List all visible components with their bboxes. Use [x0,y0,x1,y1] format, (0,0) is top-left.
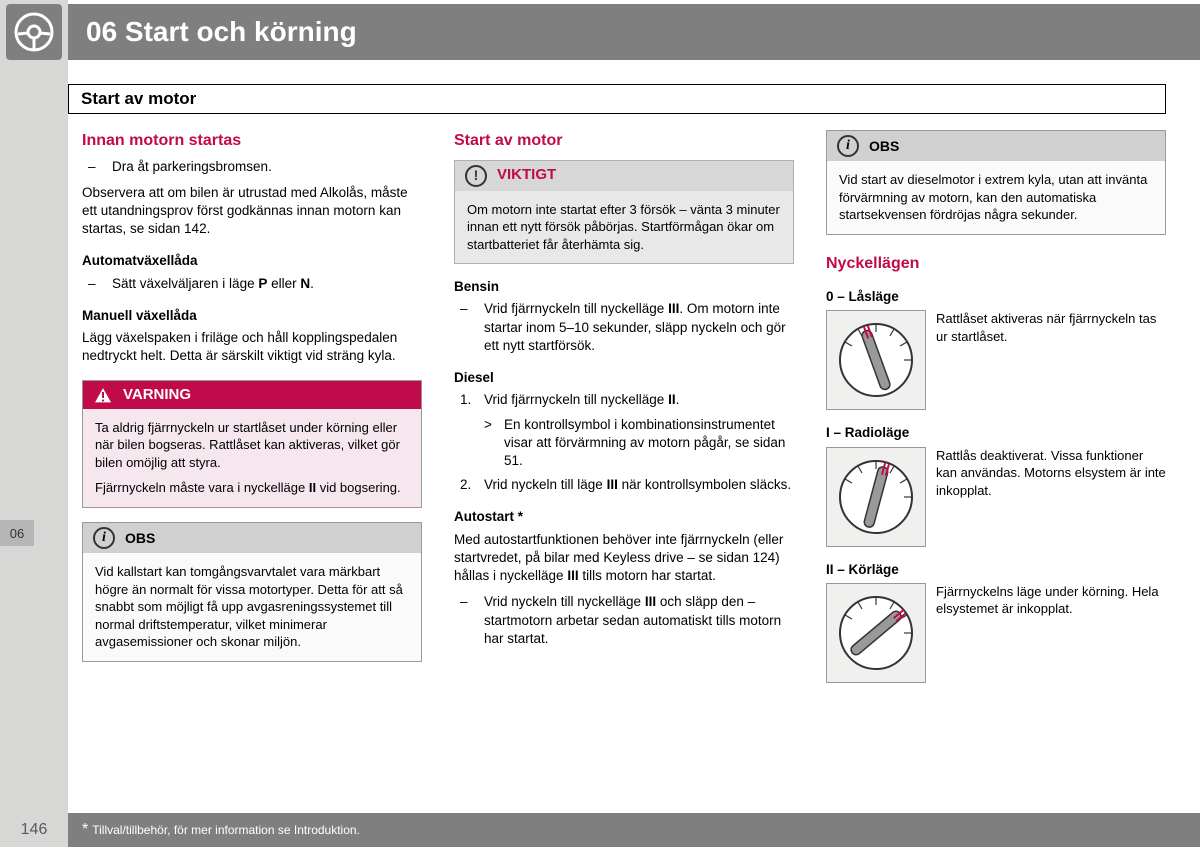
note-title: OBS [869,137,899,156]
heading-diesel: Diesel [454,369,794,387]
heading-pos-0: 0 – Låsläge [826,288,1166,306]
auto-gearbox-list: Sätt växelväljaren i läge P eller N. [82,275,422,293]
key-pos-0-row: Rattlåset aktiveras när fjärrnyckeln tas… [826,310,1166,410]
heading-key-positions: Nyckellägen [826,253,1166,275]
side-chapter-tag: 06 [0,520,34,546]
heading-start-engine: Start av motor [454,130,794,152]
info-icon: i [837,135,859,157]
list-item: Vrid nyckeln till nyckelläge III och slä… [454,593,794,648]
list-item: 1. Vrid fjärrnyckeln till nyckelläge II. [454,391,794,409]
key-pos-2-row: Fjärrnyckelns läge under körning. Hela e… [826,583,1166,683]
key-pos-2-text: Fjärrnyckelns läge under körning. Hela e… [936,583,1166,683]
column-1: Innan motorn startas Dra åt parkeringsbr… [68,130,422,797]
key-pos-0-text: Rattlåset aktiveras när fjärrnyckeln tas… [936,310,1166,410]
key-pos-0-icon [826,310,926,410]
heading-pos-2: II – Körläge [826,561,1166,579]
key-pos-1-row: Rattlås deaktiverat. Vissa funktioner ka… [826,447,1166,547]
steering-wheel-icon [12,10,56,54]
heading-before-start: Innan motorn startas [82,130,422,152]
manual-page: 06 146 06 Start och körning Start av mot… [0,0,1200,847]
manual-gearbox-p: Lägg växelspaken i friläge och håll kopp… [82,329,422,365]
warning-triangle-icon [93,386,113,404]
warning-header: VARNING [83,381,421,409]
bensin-list: Vrid fjärrnyckeln till nyckelläge III. O… [454,300,794,355]
heading-autostart: Autostart * [454,508,794,526]
important-bang-icon: ! [465,165,487,187]
heading-bensin: Bensin [454,278,794,296]
key-pos-2-icon [826,583,926,683]
key-pos-1-text: Rattlås deaktiverat. Vissa funktioner ka… [936,447,1166,547]
warning-title: VARNING [123,385,191,405]
important-header: ! VIKTIGT [455,161,793,191]
section-title: Start av motor [81,89,196,109]
content-area: Innan motorn startas Dra åt parkeringsbr… [68,130,1166,797]
list-item: Sätt växelväljaren i läge P eller N. [82,275,422,293]
warning-box: VARNING Ta aldrig fjärrnyckeln ur startl… [82,380,422,508]
chapter-title: 06 Start och körning [86,16,357,48]
heading-manual-gearbox: Manuell växellåda [82,307,422,325]
info-icon: i [93,527,115,549]
note-body: Vid kallstart kan tomgångsvarvtalet vara… [83,553,421,661]
column-3: i OBS Vid start av dieselmotor i extrem … [826,130,1166,797]
note-header: i OBS [83,523,421,553]
note-title: OBS [125,529,155,548]
footnote-text: Tillval/tillbehör, för mer information s… [92,823,360,837]
warning-body: Ta aldrig fjärrnyckeln ur startlåset und… [83,409,421,507]
important-body: Om motorn inte startat efter 3 försök – … [455,191,793,264]
note-body: Vid start av dieselmotor i extrem kyla, … [827,161,1165,234]
page-footer: * Tillval/tillbehör, för mer information… [68,813,1200,847]
diesel-list: 1. Vrid fjärrnyckeln till nyckelläge II.… [454,391,794,494]
footnote-star: * [82,821,88,839]
important-title: VIKTIGT [497,165,556,185]
heading-auto-gearbox: Automatväxellåda [82,252,422,270]
note-box-diesel-cold: i OBS Vid start av dieselmotor i extrem … [826,130,1166,235]
chapter-icon-box [6,4,62,60]
section-title-box: Start av motor [68,84,1166,114]
left-margin: 06 146 [0,0,68,847]
important-box: ! VIKTIGT Om motorn inte startat efter 3… [454,160,794,265]
autostart-p: Med autostartfunktionen behöver inte fjä… [454,531,794,586]
list-item: 2. Vrid nyckeln till läge III när kontro… [454,476,794,494]
column-2: Start av motor ! VIKTIGT Om motorn inte … [454,130,794,797]
page-number: 146 [0,813,68,847]
parking-brake-list: Dra åt parkeringsbromsen. [82,158,422,176]
autostart-list: Vrid nyckeln till nyckelläge III och slä… [454,593,794,648]
key-pos-1-icon [826,447,926,547]
note-box-coldstart: i OBS Vid kallstart kan tomgångsvarvtale… [82,522,422,662]
list-item: Vrid fjärrnyckeln till nyckelläge III. O… [454,300,794,355]
list-sub-item: En kontrollsymbol i kombinationsinstrume… [454,416,794,471]
alcolock-note: Observera att om bilen är utrustad med A… [82,184,422,239]
list-item: Dra åt parkeringsbromsen. [82,158,422,176]
chapter-header: 06 Start och körning [68,4,1200,60]
note-header: i OBS [827,131,1165,161]
heading-pos-1: I – Radioläge [826,424,1166,442]
